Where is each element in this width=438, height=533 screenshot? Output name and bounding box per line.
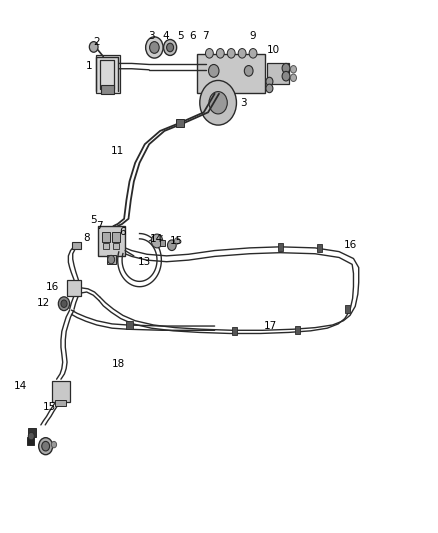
Bar — [107, 255, 116, 264]
Circle shape — [266, 77, 273, 86]
Bar — [317, 244, 322, 252]
Text: 6: 6 — [190, 31, 196, 42]
Text: 13: 13 — [138, 257, 152, 267]
Text: 16: 16 — [46, 282, 59, 292]
Bar — [345, 305, 350, 313]
Circle shape — [249, 49, 257, 58]
Circle shape — [89, 42, 98, 52]
Text: 3: 3 — [240, 98, 246, 108]
Bar — [101, 85, 114, 94]
Circle shape — [282, 71, 290, 81]
Text: 15: 15 — [43, 402, 56, 412]
Bar — [198, 54, 265, 93]
Bar — [28, 427, 36, 437]
Bar — [102, 232, 110, 241]
Text: 7: 7 — [202, 31, 208, 42]
Text: 7: 7 — [96, 221, 103, 231]
Circle shape — [39, 438, 53, 455]
Text: 5: 5 — [90, 215, 96, 225]
Text: 8: 8 — [83, 233, 90, 243]
Circle shape — [266, 84, 273, 93]
Circle shape — [208, 64, 219, 77]
Circle shape — [238, 49, 246, 58]
Circle shape — [108, 255, 115, 264]
Bar — [159, 240, 165, 246]
Text: 18: 18 — [112, 359, 125, 369]
Circle shape — [61, 300, 67, 308]
Circle shape — [51, 441, 57, 448]
Circle shape — [163, 39, 177, 55]
Circle shape — [205, 49, 213, 58]
Text: 6: 6 — [119, 227, 125, 237]
Text: 17: 17 — [264, 321, 277, 331]
Circle shape — [150, 42, 159, 53]
Bar — [113, 243, 120, 249]
Circle shape — [282, 63, 290, 73]
Bar — [27, 437, 34, 445]
Text: 1: 1 — [85, 61, 92, 70]
Circle shape — [151, 234, 162, 248]
Circle shape — [200, 80, 237, 125]
Bar — [103, 243, 109, 249]
Text: 14: 14 — [14, 381, 27, 391]
Bar — [278, 243, 283, 251]
Bar — [98, 227, 125, 256]
Circle shape — [244, 66, 253, 76]
Text: 10: 10 — [267, 45, 280, 54]
Circle shape — [58, 297, 70, 311]
Circle shape — [209, 92, 227, 114]
Text: 3: 3 — [148, 31, 155, 42]
Text: 14: 14 — [149, 234, 163, 244]
Bar — [267, 63, 289, 84]
Text: 2: 2 — [93, 37, 100, 47]
Circle shape — [227, 49, 235, 58]
Circle shape — [166, 43, 173, 52]
Text: 5: 5 — [177, 31, 184, 42]
Bar — [295, 326, 300, 334]
Circle shape — [146, 37, 163, 58]
Bar — [113, 232, 120, 241]
Text: 15: 15 — [170, 236, 183, 246]
Circle shape — [174, 238, 180, 244]
Circle shape — [216, 49, 224, 58]
Bar — [72, 241, 81, 249]
Text: 9: 9 — [249, 31, 256, 42]
Bar — [67, 280, 81, 296]
Bar — [95, 55, 120, 93]
Bar — [52, 381, 70, 401]
Circle shape — [290, 66, 297, 73]
Circle shape — [28, 432, 34, 440]
Bar — [127, 321, 133, 329]
Circle shape — [167, 240, 176, 251]
Text: 12: 12 — [37, 297, 50, 308]
Bar — [176, 119, 184, 127]
Text: 11: 11 — [111, 146, 124, 156]
Text: 16: 16 — [343, 240, 357, 250]
Circle shape — [290, 74, 297, 82]
Text: 4: 4 — [163, 31, 170, 42]
Bar — [55, 400, 66, 406]
Circle shape — [42, 441, 49, 451]
Bar — [232, 327, 237, 335]
